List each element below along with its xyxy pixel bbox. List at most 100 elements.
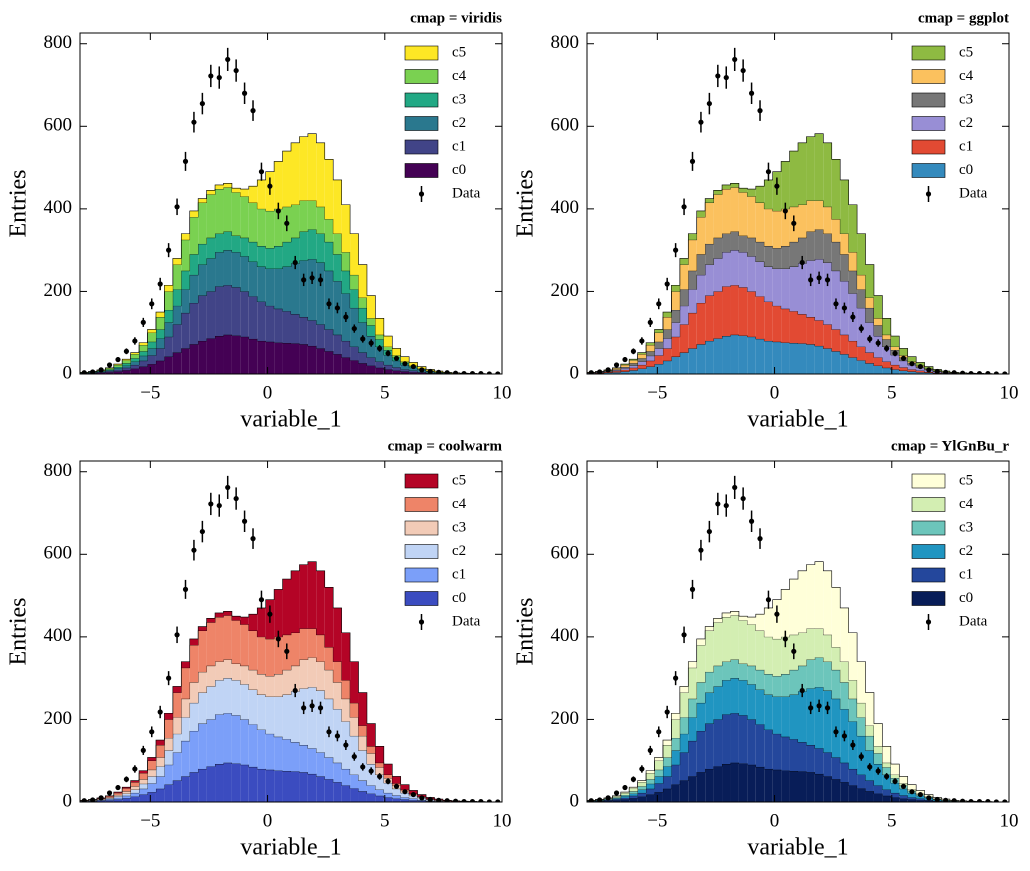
hist-segment — [730, 713, 739, 763]
hist-segment — [316, 690, 325, 753]
axes-frame — [79, 460, 503, 803]
hist-segment — [316, 348, 325, 374]
data-point — [436, 369, 442, 374]
hist-segment — [366, 336, 376, 358]
hist-segment — [147, 332, 156, 342]
hist-segment — [865, 735, 874, 751]
legend-marker — [418, 191, 425, 197]
hist-segment — [409, 370, 418, 373]
hist-segment — [764, 179, 773, 209]
hist-segment — [341, 785, 351, 802]
chart-title: cmap = viridis — [410, 10, 502, 26]
hist-segment — [274, 696, 283, 737]
hist-segment — [248, 766, 258, 802]
hist-segment — [814, 133, 824, 201]
hist-segment — [806, 200, 815, 232]
hist-segment — [257, 340, 266, 374]
data-point — [723, 502, 729, 509]
hist-segment — [417, 372, 427, 374]
hist-segment — [755, 241, 765, 262]
data-point — [402, 361, 408, 367]
hist-segment — [806, 688, 815, 746]
legend: c5 c4 c3 c2 c1 c0 Data — [911, 472, 988, 630]
hist-segment — [181, 717, 190, 741]
data-point — [613, 362, 620, 368]
hist-segment — [274, 208, 283, 247]
hist-segment — [730, 678, 739, 714]
hist-segment — [713, 719, 723, 767]
hist-segment — [291, 742, 300, 772]
hist-segment — [248, 338, 258, 374]
hist-segment — [654, 783, 663, 793]
hist-segment — [831, 669, 841, 699]
hist-segment — [147, 760, 156, 770]
data-point — [250, 108, 256, 114]
hist-segment — [248, 614, 258, 631]
hist-segment — [772, 341, 782, 374]
hist-segment — [662, 360, 672, 374]
hist-segment — [181, 348, 190, 374]
hist-segment — [840, 782, 849, 802]
hist-segment — [172, 692, 182, 718]
hist-segment — [662, 348, 672, 361]
y-axis-label: Entries — [6, 598, 32, 666]
hist-segment — [857, 346, 866, 361]
data-point — [166, 675, 172, 681]
hist-segment — [324, 159, 334, 220]
hist-segment — [392, 776, 401, 784]
hist-segment — [730, 659, 739, 679]
hist-segment — [333, 254, 342, 282]
legend-label: Data — [452, 185, 481, 201]
hist-segment — [654, 776, 663, 784]
hist-segment — [181, 661, 190, 668]
hist-segment — [248, 669, 258, 690]
hist-segment — [806, 564, 815, 629]
hist-segment — [679, 780, 689, 802]
data-point — [824, 277, 831, 283]
hist-segment — [206, 766, 216, 802]
data-point — [681, 204, 687, 210]
data-point — [461, 798, 467, 802]
x-tick-label: 10 — [1000, 382, 1019, 403]
legend-swatch — [911, 139, 946, 155]
hist-segment — [798, 142, 807, 205]
hist-segment — [688, 270, 697, 290]
data-point — [597, 369, 603, 374]
data-point — [81, 370, 87, 374]
hist-segment — [113, 794, 123, 797]
hist-segment — [147, 783, 156, 793]
hist-segment — [139, 355, 148, 361]
hist-segment — [620, 797, 630, 800]
data-point — [656, 301, 662, 307]
hist-segment — [400, 797, 410, 800]
data-point — [715, 73, 721, 79]
step-outline — [587, 561, 1009, 802]
hist-segment — [155, 766, 165, 777]
hist-segment — [274, 770, 283, 802]
hist-segment — [341, 204, 351, 253]
x-tick-label: −5 — [647, 382, 667, 403]
hist-segment — [764, 246, 773, 267]
hist-segment — [392, 788, 401, 796]
hist-segment — [705, 692, 714, 724]
hist-segment — [840, 682, 849, 710]
data-point — [799, 259, 805, 266]
hist-segment — [823, 634, 832, 662]
hist-segment — [105, 372, 114, 374]
plot-area — [587, 475, 1009, 802]
hist-segment — [189, 302, 199, 345]
legend-swatch — [911, 92, 946, 108]
y-tick-label: 0 — [63, 790, 73, 811]
data-point — [926, 367, 932, 373]
hist-segment — [823, 752, 832, 777]
hist-segment — [612, 368, 621, 370]
hist-segment — [882, 746, 891, 763]
hist-segment — [814, 229, 824, 260]
axes-frame — [586, 460, 1010, 803]
hist-segment — [240, 665, 249, 685]
hist-segment — [730, 285, 739, 335]
data-point — [630, 776, 637, 782]
hist-segment — [223, 678, 232, 714]
hist-segment — [231, 663, 241, 681]
hist-segment — [164, 784, 173, 802]
